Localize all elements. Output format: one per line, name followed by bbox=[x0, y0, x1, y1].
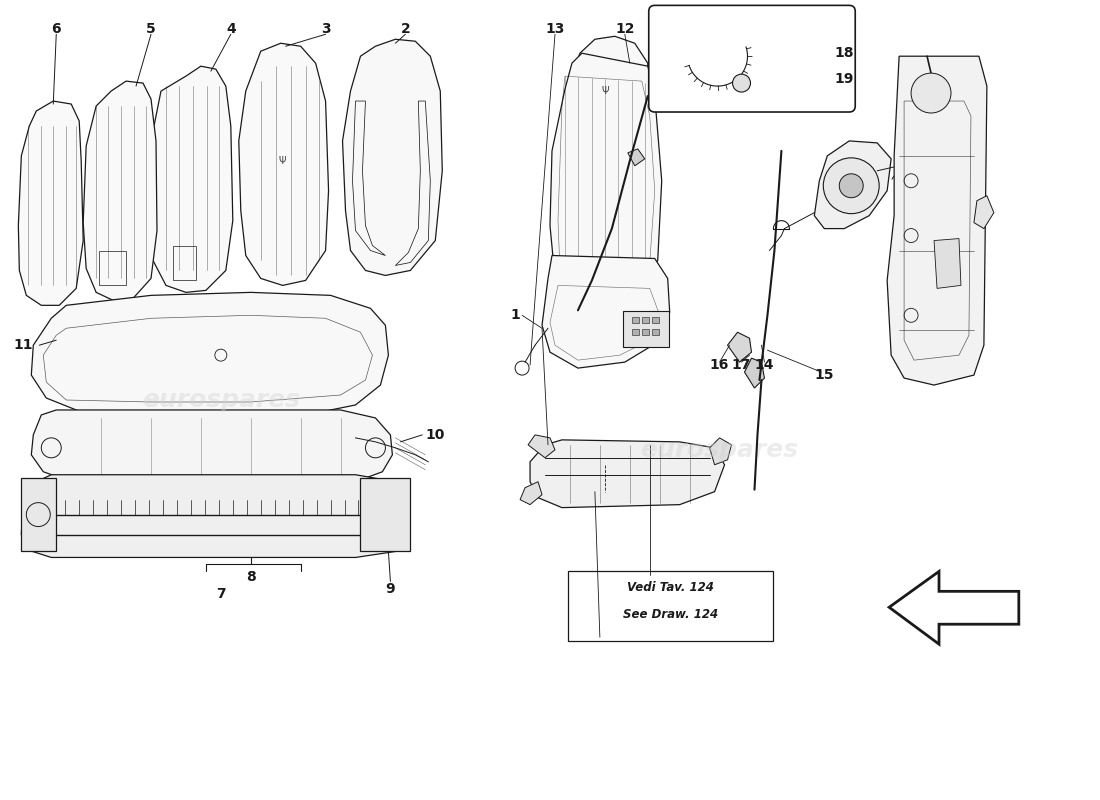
Circle shape bbox=[911, 73, 952, 113]
Text: 6: 6 bbox=[52, 22, 62, 36]
FancyBboxPatch shape bbox=[649, 6, 855, 112]
Polygon shape bbox=[528, 435, 556, 458]
Bar bbox=[641, 318, 649, 323]
Polygon shape bbox=[628, 149, 645, 166]
Bar bbox=[631, 318, 639, 323]
Text: 2: 2 bbox=[400, 22, 410, 36]
Text: 13: 13 bbox=[546, 22, 564, 36]
Polygon shape bbox=[710, 438, 732, 465]
Text: 19: 19 bbox=[835, 72, 854, 86]
Text: 4: 4 bbox=[226, 22, 235, 36]
Text: 8: 8 bbox=[246, 570, 255, 584]
Polygon shape bbox=[31, 410, 393, 482]
Polygon shape bbox=[84, 81, 157, 300]
Polygon shape bbox=[342, 39, 442, 275]
Polygon shape bbox=[21, 474, 406, 558]
Polygon shape bbox=[542, 255, 670, 368]
Text: 18: 18 bbox=[835, 46, 854, 60]
Text: Ψ: Ψ bbox=[601, 86, 608, 96]
Circle shape bbox=[733, 74, 750, 92]
Polygon shape bbox=[974, 196, 994, 229]
Text: 14: 14 bbox=[755, 358, 774, 372]
Text: 11: 11 bbox=[13, 338, 33, 352]
Polygon shape bbox=[934, 238, 961, 288]
FancyBboxPatch shape bbox=[623, 311, 669, 347]
Bar bbox=[651, 330, 659, 335]
Text: 7: 7 bbox=[216, 587, 225, 602]
Polygon shape bbox=[361, 478, 410, 551]
Text: 17: 17 bbox=[732, 358, 751, 372]
Bar bbox=[651, 318, 659, 323]
Text: 5: 5 bbox=[146, 22, 156, 36]
Text: eurospares: eurospares bbox=[640, 438, 799, 462]
Circle shape bbox=[839, 174, 864, 198]
Polygon shape bbox=[814, 141, 891, 229]
Polygon shape bbox=[395, 101, 430, 266]
Bar bbox=[631, 330, 639, 335]
Text: 10: 10 bbox=[426, 428, 446, 442]
Polygon shape bbox=[19, 101, 84, 306]
Bar bbox=[641, 330, 649, 335]
Text: 12: 12 bbox=[615, 22, 635, 36]
Polygon shape bbox=[530, 440, 725, 508]
Polygon shape bbox=[550, 54, 662, 308]
Circle shape bbox=[823, 158, 879, 214]
Text: 9: 9 bbox=[386, 582, 395, 596]
Text: 15: 15 bbox=[815, 368, 834, 382]
Polygon shape bbox=[889, 571, 1019, 644]
Polygon shape bbox=[727, 332, 751, 362]
Polygon shape bbox=[887, 56, 987, 385]
Polygon shape bbox=[745, 358, 764, 388]
Text: Vedi Tav. 124: Vedi Tav. 124 bbox=[627, 581, 714, 594]
Text: 1: 1 bbox=[510, 308, 520, 322]
Polygon shape bbox=[520, 482, 542, 505]
Text: 16: 16 bbox=[710, 358, 729, 372]
Polygon shape bbox=[572, 36, 648, 106]
Polygon shape bbox=[352, 101, 385, 255]
Polygon shape bbox=[21, 478, 56, 551]
Text: 3: 3 bbox=[321, 22, 330, 36]
Polygon shape bbox=[239, 43, 329, 286]
Text: eurospares: eurospares bbox=[142, 388, 300, 412]
Text: See Draw. 124: See Draw. 124 bbox=[623, 608, 718, 621]
Polygon shape bbox=[151, 66, 233, 292]
Polygon shape bbox=[31, 292, 388, 415]
Text: Ψ: Ψ bbox=[279, 156, 286, 166]
